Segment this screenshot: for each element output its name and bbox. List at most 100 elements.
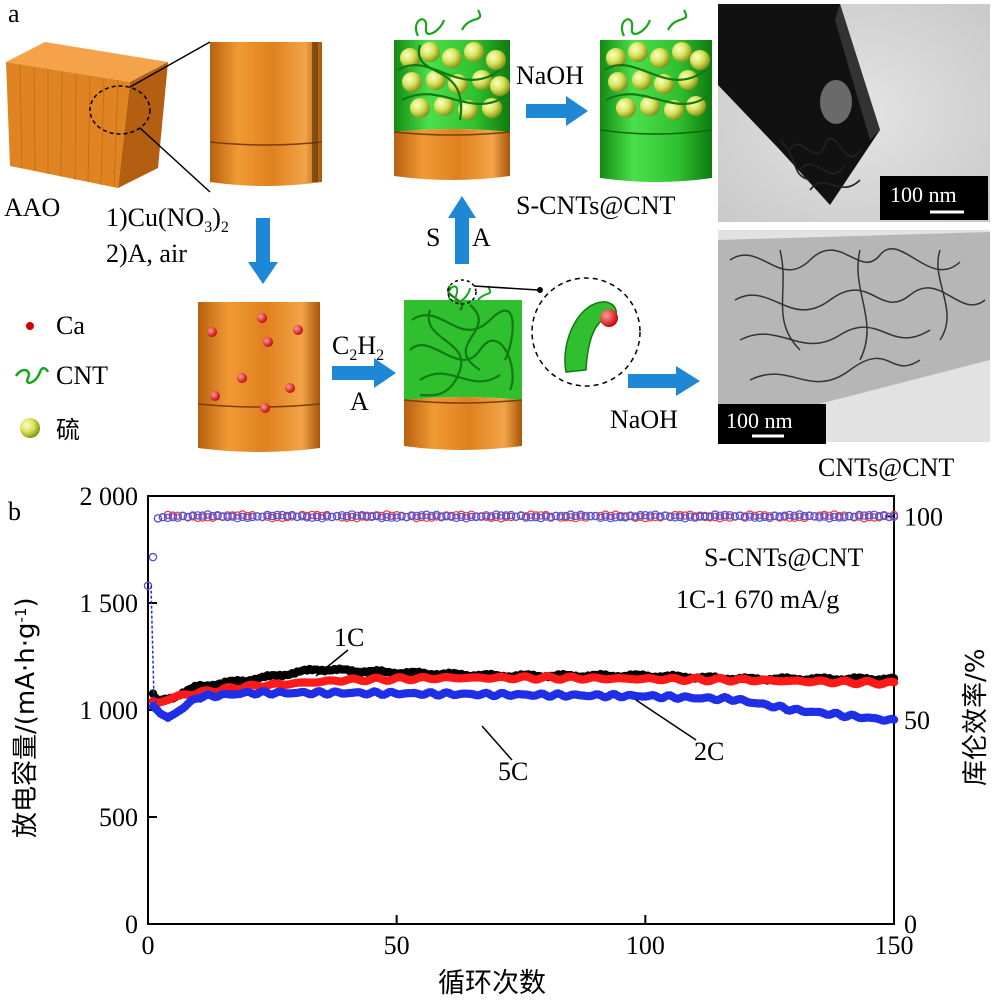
ce-point [268,511,277,521]
ce-point [432,510,441,519]
ce-point [367,512,376,522]
ce-point [516,511,526,521]
y2-tick-label: 100 [904,502,943,531]
panel-b-label: b [8,497,21,526]
ce-point [198,511,207,520]
ce-point [317,514,327,523]
ce-point [168,513,178,522]
ce-point [158,513,168,522]
ce-point [462,511,471,521]
ce-point [651,512,660,522]
ce-point [835,513,844,522]
ce-point [467,512,476,522]
ce-point [357,511,367,520]
y-tick-label: 0 [125,910,138,939]
ce-point [795,510,804,519]
ce-point [332,511,342,521]
naoh-top-label: NaOH [516,61,584,90]
label-5c: 5C [498,757,528,786]
ce-point [372,512,381,521]
ce-point [636,510,645,520]
label-1c: 1C [334,623,364,652]
ce-point [163,513,173,523]
ce-point [203,513,212,522]
ce-point [641,511,650,520]
annotation-line1: S-CNTs@CNT [704,543,863,572]
y2-tick-label: 0 [904,910,917,939]
panel-a: a AAO 1)Cu(NO3)2 2 [4,0,990,482]
ce-point [302,513,312,522]
ce-point [193,513,202,523]
ce-point [422,510,431,519]
ce-point [397,512,406,521]
ce-point [795,512,804,522]
ce-point [810,512,819,521]
ce-point [193,511,202,520]
step1-line2: 2)A, air [106,239,187,268]
ce-point [685,512,695,522]
ce-point [780,511,789,520]
arrow-c2h2 [332,358,396,388]
data-point-2c [889,678,899,687]
legend-sulfur-label: 硫 [56,416,80,444]
ce-point [790,511,799,521]
ca-template-cylinder [197,302,321,452]
ce-point [611,513,620,522]
y-tick-label: 2 000 [80,482,139,511]
ce-point [690,513,700,522]
ce-point [889,512,899,522]
series-5c [148,687,899,725]
ce-point [377,513,386,523]
ce-point [705,512,715,521]
arrow-down [248,218,278,284]
ce-point [830,512,839,522]
ce-point [233,511,242,520]
ce-point [656,512,665,521]
ce-point [760,512,769,522]
series-coulombic-efficiency-blue [143,510,899,590]
first-cycle-drop-line [150,585,159,709]
ce-point [238,512,247,522]
ce-point [407,511,416,520]
ce-point [606,513,615,523]
ce-point [352,511,362,521]
ce-point [243,513,252,523]
ce-point [273,510,282,520]
ce-point [725,513,735,522]
ce-point [347,512,357,522]
ce-point [750,513,759,522]
ce-point [482,511,491,520]
ce-point [869,513,879,522]
sulfur-loaded-cylinder [393,9,511,180]
ce-point [491,512,501,522]
product-top-label: S-CNTs@CNT [516,191,675,220]
tem-image-top: 100 nm [718,4,990,222]
y-tick-label: 500 [99,803,138,832]
ce-point [307,513,317,523]
ce-point [387,513,396,522]
ce-point [417,511,426,520]
ce-point [680,514,690,523]
ce-point [745,512,755,521]
ce-point [208,511,217,521]
ce-point [755,513,764,523]
ce-point [442,512,451,521]
ce-point [671,510,680,520]
ce-point [800,511,809,521]
ce-point [218,512,227,521]
ce-point [536,511,546,520]
ce-point [864,511,874,520]
ce-point [621,513,630,522]
legend-cnt-label: CNT [56,361,108,390]
ce-point [342,511,352,521]
ce-point [695,512,705,521]
sulfur-sphere-icon [20,418,40,438]
ce-point [253,512,262,521]
ce-point [740,513,750,522]
ce-point [661,511,670,520]
ce-point [735,511,745,520]
ce-point [820,512,829,521]
ce-point [258,512,267,522]
ce-point [646,511,655,520]
